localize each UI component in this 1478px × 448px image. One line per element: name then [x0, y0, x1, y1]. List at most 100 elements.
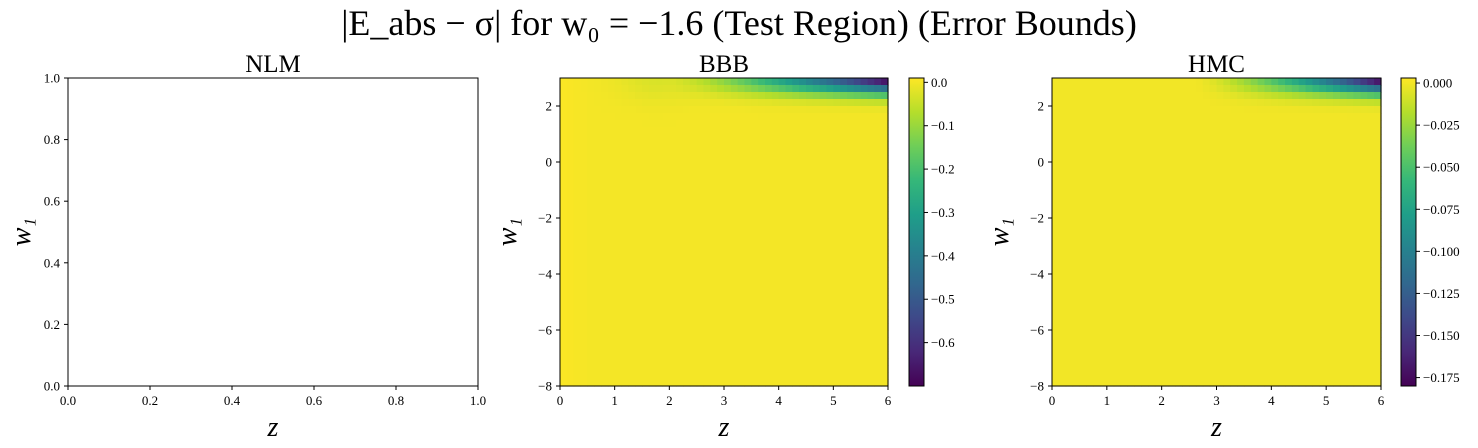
heatmap-cell	[737, 204, 746, 212]
heatmap-cell	[1230, 309, 1238, 317]
heatmap-cell	[853, 155, 862, 163]
heatmap-cell	[1243, 351, 1252, 359]
heatmap-cell	[655, 162, 664, 170]
heatmap-cell	[1243, 113, 1252, 121]
heatmap-cell	[710, 365, 718, 373]
heatmap-cell	[1052, 281, 1060, 289]
heatmap-cell	[1319, 274, 1327, 282]
heatmap-cell	[1058, 316, 1067, 324]
heatmap-cell	[594, 120, 602, 128]
heatmap-cell	[1305, 134, 1314, 142]
heatmap-cell	[847, 253, 855, 261]
colorbar-tick-label: −0.6	[931, 335, 955, 350]
heatmap-cell	[744, 141, 752, 149]
heatmap-cell	[1079, 134, 1087, 142]
heatmap-cell	[778, 365, 787, 373]
heatmap-cell	[1230, 218, 1238, 226]
heatmap-cell	[1086, 155, 1094, 163]
heatmap-cell	[1182, 99, 1190, 107]
heatmap-cell	[594, 78, 602, 86]
heatmap-cell	[1202, 218, 1211, 226]
heatmap-cell	[1291, 120, 1300, 128]
heatmap-cell	[860, 316, 869, 324]
heatmap-cell	[1120, 288, 1128, 296]
heatmap-cell	[1285, 337, 1293, 345]
heatmap-cell	[1285, 358, 1293, 366]
heatmap-cell	[689, 134, 698, 142]
heatmap-cell	[771, 218, 780, 226]
heatmap-cell	[1058, 99, 1067, 107]
heatmap-cell	[1243, 316, 1252, 324]
heatmap-cell	[580, 372, 588, 380]
heatmap-cell	[717, 288, 725, 296]
heatmap-cell	[1291, 281, 1300, 289]
heatmap-cell	[1127, 337, 1135, 345]
x-tick-label: 0.0	[60, 393, 76, 408]
heatmap-cell	[881, 85, 889, 93]
heatmap-cell	[758, 211, 766, 219]
heatmap-cell	[1285, 113, 1293, 121]
heatmap-cell	[812, 330, 821, 338]
heatmap-cell	[1278, 148, 1286, 156]
heatmap-cell	[1243, 141, 1252, 149]
heatmap-cell	[710, 169, 718, 177]
heatmap-cell	[1052, 78, 1060, 86]
heatmap-cell	[594, 169, 602, 177]
heatmap-cell	[1106, 162, 1115, 170]
heatmap-cell	[628, 106, 636, 114]
heatmap-cell	[1065, 351, 1074, 359]
heatmap-cell	[669, 176, 677, 184]
heatmap-cell	[635, 274, 643, 282]
heatmap-cell	[751, 113, 759, 121]
heatmap-cell	[607, 99, 616, 107]
heatmap-cell	[1291, 92, 1300, 100]
heatmap-cell	[1367, 253, 1375, 261]
heatmap-cell	[1271, 288, 1279, 296]
heatmap-cell	[1052, 113, 1060, 121]
heatmap-cell	[1298, 92, 1307, 100]
heatmap-cell	[683, 246, 691, 254]
heatmap-cell	[1374, 365, 1382, 373]
heatmap-cell	[1237, 232, 1245, 240]
heatmap-cell	[601, 85, 609, 93]
heatmap-cell	[642, 344, 650, 352]
heatmap-cell	[1223, 197, 1231, 205]
heatmap-cell	[635, 92, 643, 100]
heatmap-cell	[1305, 253, 1314, 261]
heatmap-cell	[560, 176, 568, 184]
heatmap-cell	[860, 232, 869, 240]
heatmap-cell	[1298, 281, 1307, 289]
heatmap-cell	[662, 323, 670, 331]
heatmap-cell	[812, 204, 821, 212]
heatmap-cell	[1161, 120, 1170, 128]
heatmap-cell	[1298, 246, 1307, 254]
heatmap-cell	[1086, 204, 1094, 212]
heatmap-cell	[1202, 267, 1211, 275]
heatmap-cell	[1278, 162, 1286, 170]
heatmap-cell	[799, 190, 807, 198]
heatmap-cell	[587, 281, 595, 289]
heatmap-cell	[587, 344, 595, 352]
heatmap-cell	[614, 190, 623, 198]
heatmap-cell	[730, 106, 739, 114]
heatmap-cell	[1312, 85, 1320, 93]
heatmap-cell	[717, 351, 725, 359]
heatmap-cell	[1360, 358, 1368, 366]
heatmap-cell	[580, 316, 588, 324]
heatmap-cell	[1065, 316, 1074, 324]
heatmap-cell	[744, 295, 752, 303]
heatmap-cell	[1161, 281, 1170, 289]
heatmap-cell	[648, 176, 657, 184]
heatmap-cell	[655, 330, 664, 338]
heatmap-cell	[1333, 281, 1341, 289]
heatmap-cell	[1079, 330, 1087, 338]
heatmap-cell	[662, 120, 670, 128]
heatmap-cell	[1120, 337, 1128, 345]
heatmap-cell	[1291, 344, 1300, 352]
heatmap-cell	[676, 106, 684, 114]
heatmap-cell	[587, 176, 595, 184]
heatmap-cell	[1346, 134, 1355, 142]
heatmap-cell	[751, 330, 759, 338]
heatmap-cell	[628, 176, 636, 184]
heatmap-cell	[635, 85, 643, 93]
